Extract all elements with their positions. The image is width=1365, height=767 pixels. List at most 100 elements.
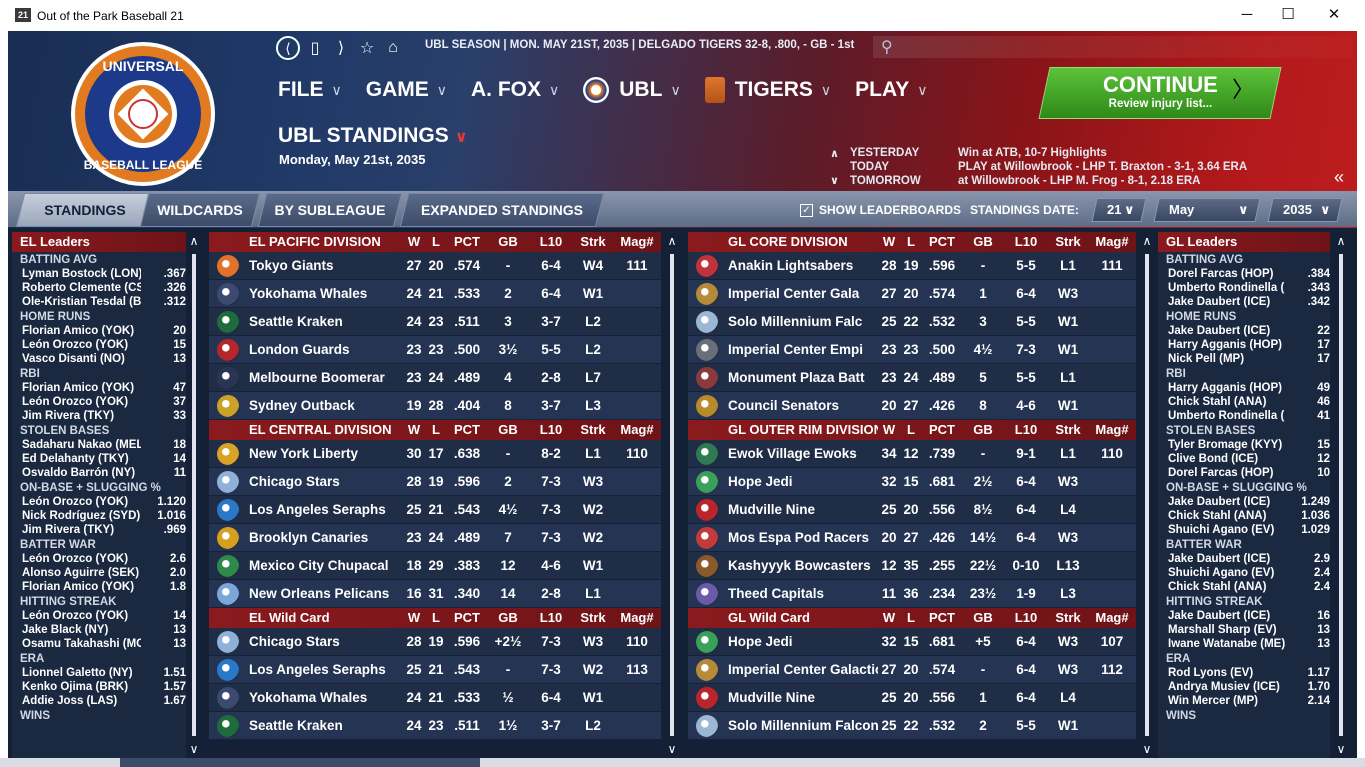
table-row[interactable]: Council Senators 20 27 .426 8 4-6 W1 xyxy=(688,392,1136,420)
table-row[interactable]: Hope Jedi 32 15 .681 +5 6-4 W3 107 xyxy=(688,628,1136,656)
table-row[interactable]: Chicago Stars 28 19 .596 +2½ 7-3 W3 110 xyxy=(209,628,661,656)
team-name[interactable]: Hope Jedi xyxy=(728,474,793,489)
team-name[interactable]: Kashyyyk Bowcasters xyxy=(728,558,871,573)
column-header[interactable]: Strk xyxy=(1055,610,1081,625)
schedule-row[interactable]: TOMORROW at Willowbrook - LHP M. Frog - 8… xyxy=(850,175,1201,187)
leader-row[interactable]: Dorel Farcas (HOP) .384 xyxy=(1158,267,1330,281)
close-button[interactable]: ✕ xyxy=(1327,6,1341,23)
team-name[interactable]: Melbourne Boomerar xyxy=(249,370,385,385)
chevron-down-icon[interactable]: ∨ xyxy=(830,175,839,187)
team-name[interactable]: Seattle Kraken xyxy=(249,718,343,733)
table-row[interactable]: Solo Millennium Falc 25 22 .532 3 5-5 W1 xyxy=(688,308,1136,336)
column-header[interactable]: L10 xyxy=(1014,610,1038,625)
gl-standings-scrollbar[interactable]: ∧ ∨ xyxy=(1140,232,1154,758)
el-standings-scrollbar[interactable]: ∧ ∨ xyxy=(665,232,679,758)
scroll-track[interactable] xyxy=(670,254,674,736)
table-row[interactable]: Yokohama Whales 24 21 .533 2 6-4 W1 xyxy=(209,280,661,308)
leader-row[interactable]: León Orozco (YOK) 1.120 xyxy=(12,495,186,509)
leader-row[interactable]: Ole-Kristian Tesdal (BR .312 xyxy=(12,295,186,309)
leader-row[interactable]: Ed Delahanty (TKY) 14 xyxy=(12,452,186,466)
show-leaderboards-checkbox[interactable]: ✓ SHOW LEADERBOARDS xyxy=(800,203,961,217)
table-row[interactable]: Brooklyn Canaries 23 24 .489 7 7-3 W2 xyxy=(209,524,661,552)
star-icon[interactable]: ☆ xyxy=(359,40,375,57)
leader-row[interactable]: Jake Daubert (ICE) .342 xyxy=(1158,295,1330,309)
table-row[interactable]: Seattle Kraken 24 23 .511 1½ 3-7 L2 xyxy=(209,712,661,740)
menu-game[interactable]: GAME ∨ xyxy=(365,78,447,101)
search-bar[interactable]: ⚲ xyxy=(873,36,1353,58)
menu-file[interactable]: FILE ∨ xyxy=(278,78,342,101)
chevron-down-icon[interactable]: ∨ xyxy=(189,742,199,756)
column-header[interactable]: PCT xyxy=(929,610,955,625)
column-header[interactable]: GB xyxy=(498,422,518,437)
table-row[interactable]: Hope Jedi 32 15 .681 2½ 6-4 W3 xyxy=(688,468,1136,496)
team-name[interactable]: Yokohama Whales xyxy=(249,286,368,301)
tab-expanded-standings[interactable]: EXPANDED STANDINGS xyxy=(399,193,605,227)
leader-row[interactable]: Andrya Musiev (ICE) 1.70 xyxy=(1158,680,1330,694)
leader-row[interactable]: Jim Rivera (TKY) .969 xyxy=(12,523,186,537)
team-name[interactable]: Imperial Center Empi xyxy=(728,342,864,357)
team-name[interactable]: Chicago Stars xyxy=(249,474,340,489)
gl-leaders-scrollbar[interactable]: ∧ ∨ xyxy=(1334,232,1348,758)
leader-row[interactable]: Marshall Sharp (EV) 13 xyxy=(1158,623,1330,637)
table-row[interactable]: Monument Plaza Batt 23 24 .489 5 5-5 L1 xyxy=(688,364,1136,392)
table-row[interactable]: New Orleans Pelicans 16 31 .340 14 2-8 L1 xyxy=(209,580,661,608)
page-icon[interactable]: ▯ xyxy=(310,40,320,57)
table-row[interactable]: Mudville Nine 25 20 .556 8½ 6-4 L4 xyxy=(688,496,1136,524)
table-row[interactable]: Mexico City Chupacal 18 29 .383 12 4-6 W1 xyxy=(209,552,661,580)
column-header[interactable]: PCT xyxy=(929,234,955,249)
leader-row[interactable]: Iwane Watanabe (ME) 13 xyxy=(1158,637,1330,651)
table-row[interactable]: Mos Espa Pod Racers 20 27 .426 14½ 6-4 W3 xyxy=(688,524,1136,552)
team-name[interactable]: Imperial Center Galactic xyxy=(728,662,878,677)
tab-wildcards[interactable]: WILDCARDS xyxy=(139,193,261,227)
column-header[interactable]: Strk xyxy=(580,610,606,625)
column-header[interactable]: PCT xyxy=(929,422,955,437)
chevron-down-icon[interactable]: ∨ xyxy=(1142,742,1152,756)
back-icon[interactable]: ⟨ xyxy=(276,36,300,60)
table-row[interactable]: New York Liberty 30 17 .638 - 8-2 L1 110 xyxy=(209,440,661,468)
team-name[interactable]: Brooklyn Canaries xyxy=(249,530,369,545)
table-row[interactable]: Yokohama Whales 24 21 .533 ½ 6-4 W1 xyxy=(209,684,661,712)
table-row[interactable]: Sydney Outback 19 28 .404 8 3-7 L3 xyxy=(209,392,661,420)
leader-row[interactable]: Nick Rodríguez (SYD) 1.016 xyxy=(12,509,186,523)
team-name[interactable]: Solo Millennium Falc xyxy=(728,314,863,329)
column-header[interactable]: GB xyxy=(498,610,518,625)
column-header[interactable]: GB xyxy=(973,234,993,249)
chevron-down-icon[interactable]: ∨ xyxy=(667,742,677,756)
team-name[interactable]: Mudville Nine xyxy=(728,690,816,705)
column-header[interactable]: Mag# xyxy=(1095,234,1129,249)
leader-row[interactable]: León Orozco (YOK) 14 xyxy=(12,609,186,623)
team-name[interactable]: New York Liberty xyxy=(249,446,359,461)
leader-row[interactable]: Harry Agganis (HOP) 17 xyxy=(1158,338,1330,352)
table-row[interactable]: Ewok Village Ewoks 34 12 .739 - 9-1 L1 110 xyxy=(688,440,1136,468)
table-row[interactable]: Los Angeles Seraphs 25 21 .543 4½ 7-3 W2 xyxy=(209,496,661,524)
month-select[interactable]: May ∨ xyxy=(1153,198,1261,222)
column-header[interactable]: L10 xyxy=(1014,422,1038,437)
leader-row[interactable]: Kenko Ojima (BRK) 1.57 xyxy=(12,680,186,694)
column-header[interactable]: Mag# xyxy=(620,422,654,437)
column-header[interactable]: Mag# xyxy=(620,234,654,249)
column-header[interactable]: GB xyxy=(973,422,993,437)
table-row[interactable]: Kashyyyk Bowcasters 12 35 .255 22½ 0-10 L13 xyxy=(688,552,1136,580)
leader-row[interactable]: Jake Daubert (ICE) 22 xyxy=(1158,324,1330,338)
search-icon[interactable]: ⚲ xyxy=(881,39,893,56)
tab-by-subleague[interactable]: BY SUBLEAGUE xyxy=(257,193,403,227)
menu-league[interactable]: UBL ∨ xyxy=(583,77,681,103)
team-name[interactable]: Mudville Nine xyxy=(728,502,816,517)
leader-row[interactable]: Roberto Clemente (CS .326 xyxy=(12,281,186,295)
team-name[interactable]: Solo Millennium Falcons xyxy=(728,718,878,733)
table-row[interactable]: Chicago Stars 28 19 .596 2 7-3 W3 xyxy=(209,468,661,496)
chevron-up-icon[interactable]: ∧ xyxy=(667,234,677,248)
leader-row[interactable]: Jim Rivera (TKY) 33 xyxy=(12,409,186,423)
column-header[interactable]: PCT xyxy=(454,234,480,249)
leader-row[interactable]: Jake Daubert (ICE) 2.9 xyxy=(1158,552,1330,566)
column-header[interactable]: L xyxy=(432,422,440,437)
team-name[interactable]: Los Angeles Seraphs xyxy=(249,502,386,517)
team-name[interactable]: Council Senators xyxy=(728,398,840,413)
team-name[interactable]: New Orleans Pelicans xyxy=(249,586,390,601)
column-header[interactable]: L xyxy=(907,234,915,249)
chevron-down-icon[interactable]: ∨ xyxy=(1336,742,1346,756)
leader-row[interactable]: Tyler Bromage (KYY) 15 xyxy=(1158,438,1330,452)
leader-row[interactable]: Jake Daubert (ICE) 16 xyxy=(1158,609,1330,623)
table-row[interactable]: Imperial Center Gala 27 20 .574 1 6-4 W3 xyxy=(688,280,1136,308)
table-row[interactable]: Tokyo Giants 27 20 .574 - 6-4 W4 111 xyxy=(209,252,661,280)
